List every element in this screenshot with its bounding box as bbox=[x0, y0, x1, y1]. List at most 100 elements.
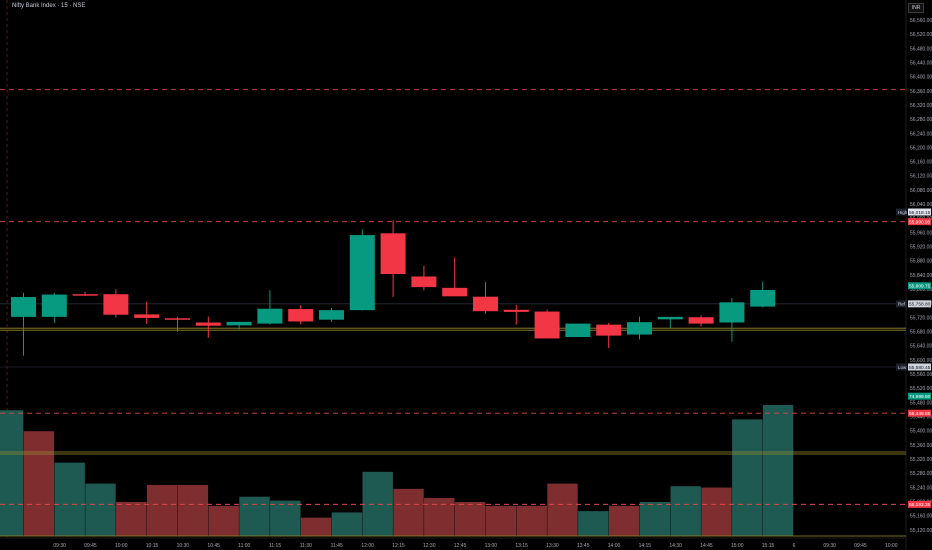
x-tick-label: 10:45 bbox=[207, 543, 220, 549]
y-tick-label: 55,600.00 bbox=[910, 358, 932, 364]
volume-bar bbox=[732, 419, 763, 536]
x-tick-label: 12:45 bbox=[454, 543, 467, 549]
y-tick-label: 55,280.00 bbox=[910, 471, 932, 477]
x-tick-label: 10:15 bbox=[146, 543, 159, 549]
x-tick-label: 09:45 bbox=[854, 543, 867, 549]
axis-badge bbox=[908, 208, 931, 216]
axis-badge-tag-text: Low bbox=[898, 365, 907, 370]
y-tick-label: 55,920.00 bbox=[910, 245, 932, 251]
x-tick-label: 12:00 bbox=[361, 543, 374, 549]
volume-bar bbox=[239, 496, 270, 536]
axis-badge bbox=[908, 500, 931, 508]
volume-bar bbox=[146, 484, 178, 536]
axis-badge-tag-text: High bbox=[898, 210, 908, 215]
candle-body bbox=[719, 302, 745, 323]
candle-body bbox=[165, 318, 190, 320]
volume-bar bbox=[23, 431, 55, 536]
candle-body bbox=[627, 322, 652, 335]
x-tick-label: 13:30 bbox=[546, 543, 559, 549]
volume-bar bbox=[485, 505, 517, 536]
x-tick-label: 11:45 bbox=[331, 543, 343, 549]
candle-body bbox=[72, 294, 98, 296]
y-tick-label: 55,240.00 bbox=[910, 485, 932, 491]
x-tick-label: 15:15 bbox=[762, 543, 775, 549]
y-tick-label: 56,040.00 bbox=[910, 202, 932, 208]
candle-body bbox=[11, 297, 36, 317]
axis-badge-value: 74,999.80 bbox=[909, 394, 931, 400]
y-tick-label: 55,720.00 bbox=[910, 315, 932, 321]
candle-body bbox=[750, 289, 776, 307]
y-tick-label: 55,560.00 bbox=[910, 372, 932, 378]
y-tick-label: 56,280.00 bbox=[910, 117, 932, 123]
y-tick-label: 56,440.00 bbox=[910, 60, 932, 66]
candle-body bbox=[288, 309, 314, 322]
volume-bar bbox=[362, 471, 393, 536]
x-tick-label: 6 bbox=[793, 543, 796, 549]
x-tick-label: 11:15 bbox=[269, 543, 281, 549]
volume-bar bbox=[670, 486, 701, 536]
x-tick-label: 15:00 bbox=[731, 543, 744, 549]
y-tick-label: 55,640.00 bbox=[910, 344, 932, 350]
axis-badge bbox=[908, 363, 931, 371]
axis-badge bbox=[908, 409, 931, 417]
candle-body bbox=[657, 316, 683, 320]
y-tick-label: 56,480.00 bbox=[910, 46, 932, 52]
volume-bar bbox=[547, 483, 578, 536]
candle-body bbox=[565, 323, 591, 338]
y-tick-label: 56,400.00 bbox=[910, 75, 932, 81]
y-tick-label: 56,320.00 bbox=[910, 103, 932, 109]
y-tick-label: 55,360.00 bbox=[910, 443, 932, 449]
currency-badge[interactable]: INR bbox=[908, 3, 924, 13]
y-tick-label: 55,880.00 bbox=[910, 259, 932, 265]
volume-bar bbox=[762, 405, 794, 536]
volume-bar bbox=[424, 498, 455, 536]
volume-bar bbox=[0, 410, 24, 536]
volume-bar bbox=[208, 505, 239, 536]
volume-bar bbox=[516, 505, 547, 536]
candle-body bbox=[41, 294, 67, 317]
candle-body bbox=[411, 276, 437, 288]
axis-badge bbox=[908, 300, 931, 308]
axis-badge-value: 55,580.45 bbox=[909, 365, 931, 371]
axis-badge-value: 55,449.85 bbox=[909, 411, 931, 417]
candle-body bbox=[226, 321, 252, 326]
x-tick-label: 14:15 bbox=[639, 543, 652, 549]
x-tick-label: 14:00 bbox=[608, 543, 621, 549]
volume-bar bbox=[454, 501, 486, 536]
y-tick-label: 55,320.00 bbox=[910, 457, 932, 463]
candle-body bbox=[503, 309, 529, 312]
y-tick-label: 55,520.00 bbox=[910, 386, 932, 392]
y-tick-label: 56,160.00 bbox=[910, 160, 932, 166]
volume-bar bbox=[54, 462, 85, 536]
x-tick-label: 12:30 bbox=[423, 543, 436, 549]
y-tick-label: 55,160.00 bbox=[910, 514, 932, 520]
axis-badge-tag-text: Ref bbox=[898, 302, 906, 307]
x-tick-label: 13:00 bbox=[485, 543, 498, 549]
x-tick-label: 14:45 bbox=[700, 543, 713, 549]
y-tick-label: 55,440.00 bbox=[910, 415, 932, 421]
y-tick-label: 56,560.00 bbox=[910, 18, 932, 24]
y-tick-label: 55,800.00 bbox=[910, 287, 932, 293]
x-tick-label: 11:00 bbox=[238, 543, 250, 549]
volume-bar bbox=[177, 484, 209, 536]
y-tick-label: 56,520.00 bbox=[910, 32, 932, 38]
y-tick-label: 56,240.00 bbox=[910, 131, 932, 137]
volume-bar bbox=[85, 483, 116, 536]
chart-title: Nifty Bank Index · 15 · NSE bbox=[12, 3, 86, 9]
axis-badge-tag bbox=[896, 363, 907, 371]
volume-bar bbox=[300, 517, 332, 536]
x-tick-label: 13:45 bbox=[577, 543, 590, 549]
y-tick-label: 56,080.00 bbox=[910, 188, 932, 194]
axis-badge-tag bbox=[896, 300, 907, 308]
volume-bar bbox=[393, 488, 424, 536]
x-tick-label: 10:00 bbox=[885, 543, 898, 549]
volume-bar bbox=[701, 487, 732, 536]
volume-bar bbox=[578, 511, 609, 536]
x-tick-label: 14:30 bbox=[669, 543, 682, 549]
x-tick-label: 11:30 bbox=[300, 543, 312, 549]
candle-body bbox=[380, 233, 406, 275]
candle-body bbox=[473, 296, 498, 312]
x-tick-label: 10:30 bbox=[177, 543, 190, 549]
candle-body bbox=[596, 324, 622, 336]
